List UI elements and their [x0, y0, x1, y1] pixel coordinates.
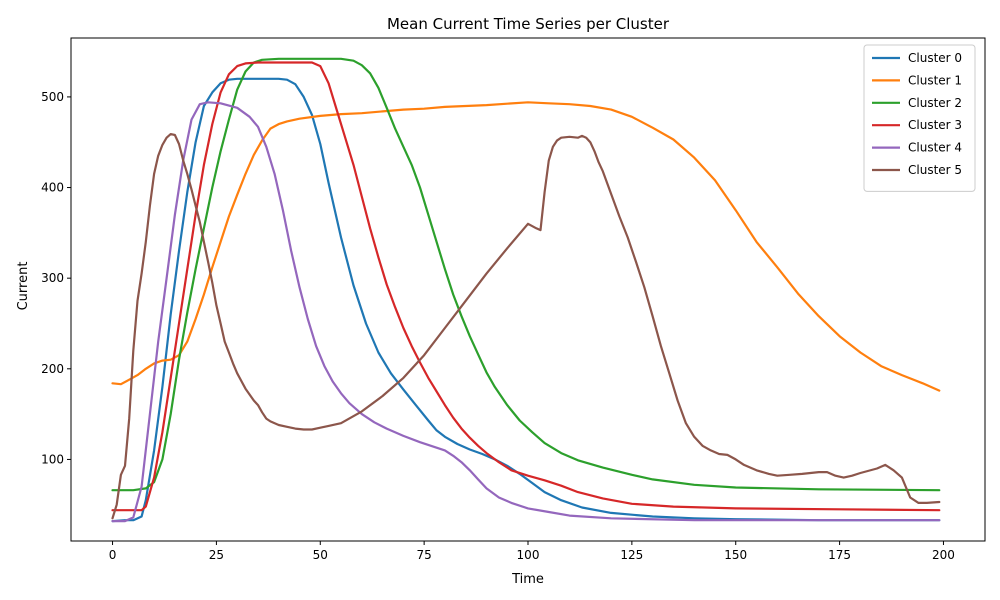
x-tick-label: 75	[416, 548, 431, 562]
series-line-cluster-4	[111, 101, 941, 523]
x-tick-label: 150	[724, 548, 747, 562]
x-tick-label: 50	[313, 548, 328, 562]
series-line-cluster-0	[111, 77, 941, 523]
chart-title: Mean Current Time Series per Cluster	[387, 15, 670, 33]
series-line-cluster-5	[111, 133, 941, 520]
legend-label-cluster-0: Cluster 0	[908, 51, 962, 65]
x-tick-label: 0	[109, 548, 117, 562]
x-tick-label: 25	[209, 548, 224, 562]
series-line-cluster-3	[111, 61, 941, 512]
x-tick-label: 125	[620, 548, 643, 562]
y-axis-label: Current	[16, 262, 31, 311]
legend-label-cluster-4: Cluster 4	[908, 141, 962, 155]
series-line-cluster-1	[111, 101, 941, 392]
x-tick-label: 200	[932, 548, 955, 562]
series-line-cluster-2	[111, 57, 941, 492]
y-tick-label: 100	[41, 452, 64, 466]
y-tick-label: 200	[41, 362, 64, 376]
y-axis: 100 200 300 400 500	[41, 90, 71, 466]
y-tick-label: 300	[41, 271, 64, 285]
y-tick-label: 400	[41, 181, 64, 195]
legend-box	[863, 44, 976, 192]
x-axis-label: Time	[511, 572, 544, 587]
legend-label-cluster-5: Cluster 5	[908, 163, 962, 177]
x-tick-label: 175	[828, 548, 851, 562]
x-axis: 0 25 50 75 100 125 150 175 200	[109, 541, 955, 562]
x-tick-label: 100	[517, 548, 540, 562]
legend: Cluster 0 Cluster 1 Cluster 2 Cluster 3 Clus…	[863, 44, 976, 192]
legend-label-cluster-1: Cluster 1	[908, 73, 962, 87]
y-tick-label: 500	[41, 90, 64, 104]
legend-label-cluster-2: Cluster 2	[908, 96, 962, 110]
legend-label-cluster-3: Cluster 3	[908, 118, 962, 132]
